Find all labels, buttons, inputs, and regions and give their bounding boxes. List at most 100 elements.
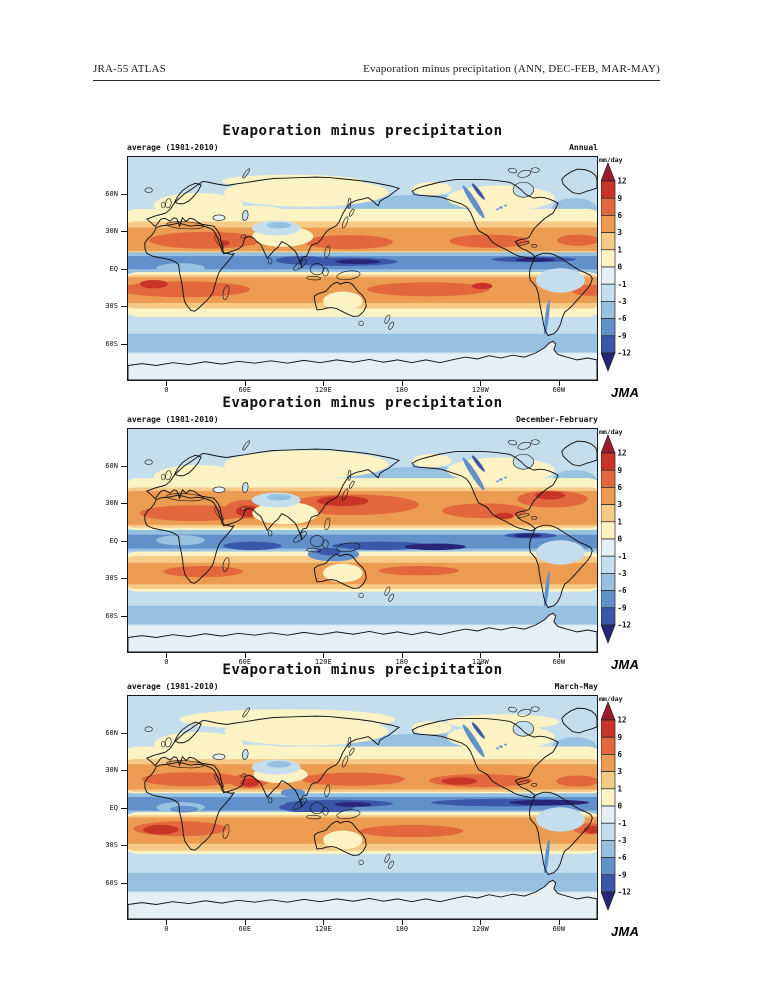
colorbar-tick-label: 3	[618, 228, 623, 237]
colorbar-tick-label: -3	[618, 569, 628, 578]
colorbar-arrow-up	[600, 162, 616, 182]
contour-bands	[128, 157, 597, 380]
world-map	[127, 695, 598, 920]
lon-label: 0	[164, 386, 169, 394]
lat-label: 60N	[105, 189, 118, 198]
colorbar-tick-label: -12	[618, 888, 632, 897]
colorbar-segment	[600, 607, 616, 626]
colorbar-segment	[600, 840, 616, 858]
colorbar-tick-label: -9	[618, 331, 628, 340]
jma-logo: JMA	[610, 924, 640, 939]
colorbar-segment	[600, 197, 616, 216]
lat-label: 30N	[105, 227, 118, 235]
lat-tick	[121, 193, 127, 195]
world-map-svg	[128, 157, 597, 380]
colorbar-segment	[600, 857, 616, 876]
lon-tick	[558, 381, 560, 386]
colorbar-segment	[600, 318, 616, 337]
lon-tick	[558, 920, 560, 925]
lat-tick	[121, 770, 127, 771]
colorbar-segment	[600, 487, 616, 505]
colorbar-arrow-up	[600, 701, 616, 721]
lat-tick	[121, 540, 127, 542]
colorbar-tick-label: 0	[618, 535, 623, 544]
panel-subtitle-left: average (1981-2010)	[127, 682, 219, 691]
colorbar-tick-label: 12	[618, 177, 627, 186]
jma-logo: JMA	[610, 657, 640, 672]
lat-label: 60S	[105, 339, 118, 348]
colorbar-tick-label: 6	[618, 750, 623, 759]
lon-label: 60E	[238, 658, 252, 666]
lat-label: 60S	[105, 878, 118, 887]
lon-tick	[480, 920, 482, 925]
colorbar-tick-label: 9	[618, 733, 623, 742]
colorbar-tick-label: -6	[618, 586, 628, 595]
colorbar-segment	[600, 736, 616, 755]
colorbar-segment	[600, 283, 616, 302]
lat-label: EQ	[109, 536, 118, 545]
lon-tick	[401, 653, 403, 658]
lat-label: 30S	[105, 574, 118, 582]
colorbar-tick-label: 12	[618, 716, 627, 725]
panel-title: Evaporation minus precipitation	[222, 662, 503, 678]
header-left-title: JRA-55 ATLAS	[93, 63, 166, 75]
colorbar-unit-label: mm/day	[599, 428, 623, 436]
colorbar-tick-label: 1	[618, 517, 623, 526]
colorbar-tick-label: -9	[618, 870, 628, 879]
colorbar-segment	[600, 874, 616, 893]
colorbar-tick-label: -1	[618, 819, 628, 828]
world-map-svg	[128, 696, 597, 919]
panel-title: Evaporation minus precipitation	[222, 395, 503, 411]
panel-subtitle-right: December-February	[516, 415, 598, 424]
colorbar-svg: 12 9 6 3 1 0 -1 -3 -6 -9 -12	[600, 701, 632, 911]
coastlines	[128, 706, 597, 919]
lon-tick	[244, 381, 246, 386]
lon-tick	[401, 920, 403, 925]
lat-tick	[121, 845, 127, 846]
lat-label: 30S	[105, 302, 118, 310]
colorbar-segment	[600, 555, 616, 574]
lon-label: 60W	[552, 658, 566, 666]
colorbar-segment	[600, 249, 616, 268]
colorbar-segment	[600, 573, 616, 591]
world-map	[127, 156, 598, 381]
colorbar-svg: 12 9 6 3 1 0 -1 -3 -6 -9 -12	[600, 434, 631, 644]
colorbar-segment	[600, 301, 616, 319]
lon-label: 120W	[471, 386, 489, 394]
lon-label: 120W	[471, 658, 489, 666]
colorbar-tick-label: 3	[618, 500, 623, 509]
colorbar-tick-label: -1	[618, 280, 628, 289]
colorbar-tick-label: -3	[618, 297, 628, 306]
colorbar-arrow-down	[600, 624, 616, 644]
lon-tick	[480, 381, 482, 386]
lat-label: 30S	[105, 841, 118, 849]
colorbar-segment	[600, 754, 616, 772]
lon-label: 120E	[314, 386, 332, 394]
lat-label: 30N	[105, 766, 118, 774]
colorbar-segment	[600, 215, 616, 233]
lon-label: 120E	[314, 658, 332, 666]
panel-title: Evaporation minus precipitation	[222, 123, 503, 139]
colorbar-svg: 12 9 6 3 1 0 -1 -3 -6 -9 -12	[600, 162, 632, 372]
panel-subtitle-left: average (1981-2010)	[127, 415, 219, 424]
colorbar-tick-label: -12	[618, 349, 632, 358]
lon-label: 60W	[552, 386, 566, 394]
lon-tick	[401, 381, 403, 386]
colorbar-tick-label: -6	[618, 314, 628, 323]
colorbar-segment	[600, 266, 616, 285]
colorbar-tick-label: 6	[618, 483, 623, 492]
colorbar-tick-label: 6	[618, 211, 623, 220]
colorbar-tick-label: 9	[618, 194, 623, 203]
colorbar-tick-label: -6	[618, 853, 628, 862]
lat-tick	[121, 231, 127, 232]
colorbar-tick-label: 12	[618, 449, 627, 458]
colorbar-tick-label: 0	[618, 263, 623, 272]
lon-tick	[480, 653, 482, 658]
colorbar-segment	[600, 452, 616, 471]
lon-tick	[558, 653, 560, 658]
colorbar: 12 9 6 3 1 0 -1 -3 -6 -9 -12	[600, 162, 635, 377]
lon-label: 60E	[238, 386, 252, 394]
lat-tick	[121, 732, 127, 734]
lon-label: 180	[395, 658, 409, 666]
